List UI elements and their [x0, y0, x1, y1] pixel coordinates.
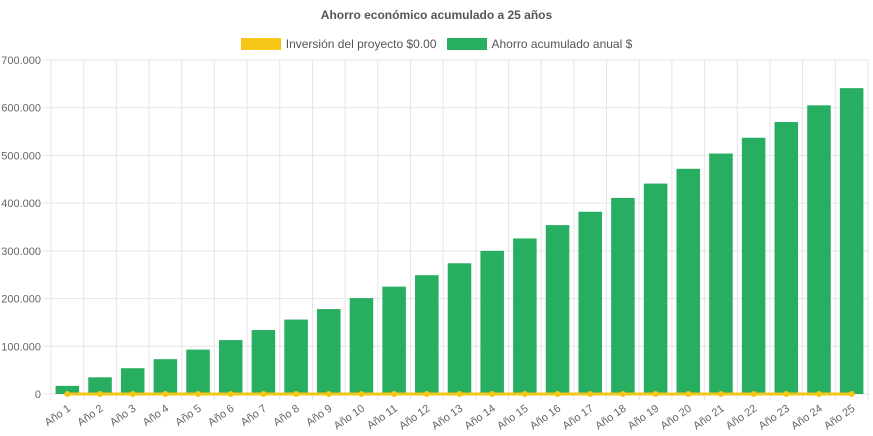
- line-point: [456, 391, 463, 397]
- line-point: [260, 391, 267, 397]
- bar: [545, 225, 570, 394]
- bar: [480, 250, 504, 394]
- line-point: [64, 391, 71, 397]
- line-point: [391, 391, 398, 397]
- bar: [218, 340, 243, 394]
- bar: [774, 122, 799, 395]
- bar: [807, 105, 831, 394]
- line-point: [358, 391, 365, 397]
- x-tick-label: Año 19: [626, 403, 661, 433]
- bar: [382, 286, 406, 394]
- bar: [153, 359, 178, 394]
- bar: [447, 263, 472, 394]
- bar: [676, 168, 701, 394]
- x-tick-label: Año 14: [462, 403, 497, 433]
- line-point: [815, 391, 822, 397]
- bar: [741, 137, 766, 394]
- bar: [120, 368, 145, 394]
- x-tick-label: Año 6: [206, 403, 236, 429]
- line-point: [554, 391, 561, 397]
- line-point: [162, 391, 169, 397]
- x-tick-label: Año 12: [397, 403, 432, 433]
- y-tick-label: 0: [35, 389, 41, 401]
- legend-swatch-ahorro: [446, 38, 487, 50]
- legend-item-ahorro[interactable]: Ahorro acumulado anual $: [446, 37, 633, 51]
- x-tick-label: Año 23: [757, 403, 792, 433]
- x-tick-label: Año 9: [304, 403, 334, 429]
- line-point: [717, 391, 724, 397]
- y-tick-label: 700.000: [1, 55, 41, 67]
- line-point: [195, 391, 202, 397]
- bar: [839, 88, 864, 394]
- line-point: [97, 391, 104, 397]
- line-point: [325, 391, 332, 397]
- bar: [349, 298, 374, 394]
- y-tick-label: 300.000: [1, 246, 41, 258]
- x-tick-label: Año 1: [43, 403, 73, 429]
- bar: [578, 211, 602, 394]
- line-point: [587, 391, 594, 397]
- line-point: [489, 391, 496, 397]
- x-tick-label: Año 18: [593, 403, 628, 433]
- x-tick-label: Año 17: [560, 403, 595, 433]
- x-tick-label: Año 10: [332, 403, 367, 433]
- legend-item-inversion[interactable]: Inversión del proyecto $0.00: [240, 37, 437, 51]
- y-tick-label: 400.000: [1, 198, 41, 210]
- y-tick-label: 100.000: [1, 341, 41, 353]
- bar: [611, 197, 635, 394]
- bar: [55, 385, 80, 394]
- line-point: [293, 391, 300, 397]
- y-tick-label: 500.000: [1, 150, 41, 162]
- x-tick-label: Año 25: [822, 403, 857, 433]
- x-tick-label: Año 11: [365, 403, 400, 432]
- bar: [284, 319, 308, 394]
- legend-swatch-inversion: [240, 38, 281, 50]
- x-tick-label: Año 2: [75, 403, 105, 429]
- bar: [251, 330, 276, 394]
- x-tick-label: Año 22: [724, 403, 759, 433]
- y-tick-label: 200.000: [1, 294, 41, 306]
- legend: Inversión del proyecto $0.00 Ahorro acum…: [0, 37, 873, 51]
- x-tick-label: Año 13: [430, 403, 465, 433]
- x-tick-label: Año 3: [108, 403, 138, 429]
- x-tick-label: Año 5: [173, 403, 203, 429]
- bar: [415, 275, 439, 394]
- legend-label-ahorro: Ahorro acumulado anual $: [491, 37, 633, 51]
- x-tick-label: Año 16: [528, 403, 563, 433]
- line-point: [783, 391, 790, 397]
- line-point: [619, 391, 626, 397]
- bar: [88, 377, 112, 394]
- bar: [643, 183, 668, 394]
- chart-title: Ahorro económico acumulado a 25 años: [320, 8, 553, 22]
- line-point: [227, 391, 234, 397]
- bar: [709, 153, 733, 394]
- x-tick-label: Año 7: [239, 403, 269, 429]
- x-tick-label: Año 20: [659, 403, 694, 433]
- line-point: [652, 391, 659, 397]
- x-tick-label: Año 8: [271, 403, 301, 429]
- line-point: [685, 391, 692, 397]
- line-point: [423, 391, 430, 397]
- line-point: [750, 391, 757, 397]
- x-tick-label: Año 4: [141, 403, 171, 429]
- bar: [317, 309, 341, 394]
- x-tick-label: Año 21: [691, 403, 726, 433]
- y-tick-label: 600.000: [1, 103, 41, 115]
- line-point: [848, 391, 855, 397]
- x-tick-label: Año 24: [789, 403, 824, 433]
- bar: [513, 238, 537, 394]
- line-point: [129, 391, 136, 397]
- line-point: [521, 391, 528, 397]
- legend-label-inversion: Inversión del proyecto $0.00: [285, 37, 437, 51]
- x-tick-label: Año 15: [495, 403, 530, 433]
- bar: [186, 349, 210, 394]
